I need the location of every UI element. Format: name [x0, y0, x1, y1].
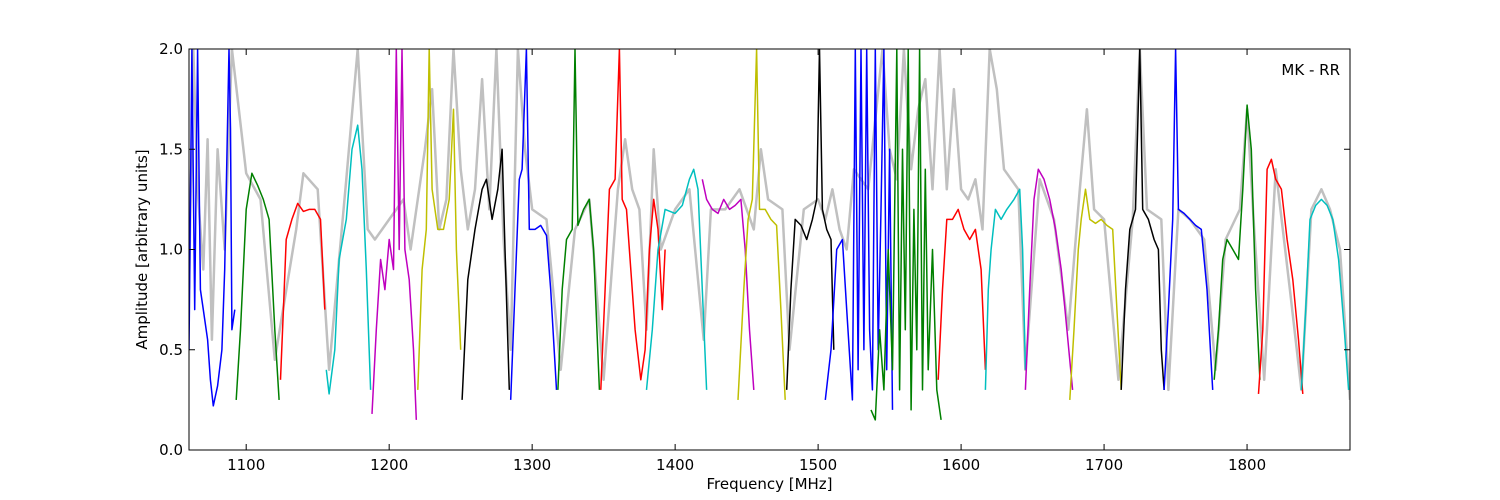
series-line-4: [325, 124, 372, 395]
x-tick-label: 1400: [656, 456, 694, 474]
series-line-11: [645, 168, 708, 390]
y-tick-label: 1.5: [159, 140, 183, 158]
x-tick-label: 1500: [799, 456, 837, 474]
series-line-23: [1213, 104, 1261, 380]
y-tick-label: 0.0: [159, 441, 183, 459]
x-tick-label: 1700: [1085, 456, 1123, 474]
series-line-20: [1069, 188, 1122, 400]
series-line-21: [1120, 49, 1165, 390]
series-line-10: [600, 49, 666, 390]
x-tick-label: 1600: [942, 456, 980, 474]
series-line-18: [984, 188, 1027, 390]
series-line-15: [824, 49, 894, 410]
x-tick-label: 1200: [370, 456, 408, 474]
series-line-8: [509, 49, 558, 400]
series-layer: [189, 49, 1350, 421]
series-line-9: [557, 49, 601, 390]
y-tick-label: 1.0: [159, 241, 183, 259]
y-tick-label: 0.5: [159, 341, 183, 359]
y-axis-ticks: 0.0 0.5 1.0 1.5 2.0: [159, 40, 1350, 459]
series-line-24: [1257, 158, 1304, 394]
series-line-1: [189, 49, 236, 407]
y-axis-label: Amplitude [arbitrary units]: [133, 149, 151, 349]
series-line-19: [1024, 168, 1074, 390]
x-axis-label: Frequency [MHz]: [706, 475, 832, 493]
x-tick-label: 1300: [513, 456, 551, 474]
plot-area: [189, 49, 1350, 450]
series-line-25: [1300, 198, 1350, 390]
series-line-3: [279, 202, 326, 380]
x-tick-label: 1800: [1228, 456, 1266, 474]
series-line-12: [701, 179, 755, 390]
series-line-22: [1163, 49, 1214, 390]
series-line-6: [417, 49, 462, 390]
plot-frame: [188, 48, 1351, 451]
series-line-17: [937, 208, 987, 380]
series-line-16: [870, 49, 942, 421]
series-line-13: [737, 49, 786, 400]
series-line-14: [785, 49, 835, 390]
x-axis-ticks: 1100 1200 1300 1400 1500 1600 1700 1800: [227, 49, 1266, 474]
x-tick-label: 1100: [227, 456, 265, 474]
panel-annotation: MK - RR: [1281, 61, 1340, 79]
series-line-7: [461, 148, 511, 400]
series-line-2: [235, 172, 280, 400]
series-line-5: [371, 49, 418, 420]
y-tick-label: 2.0: [159, 40, 183, 58]
